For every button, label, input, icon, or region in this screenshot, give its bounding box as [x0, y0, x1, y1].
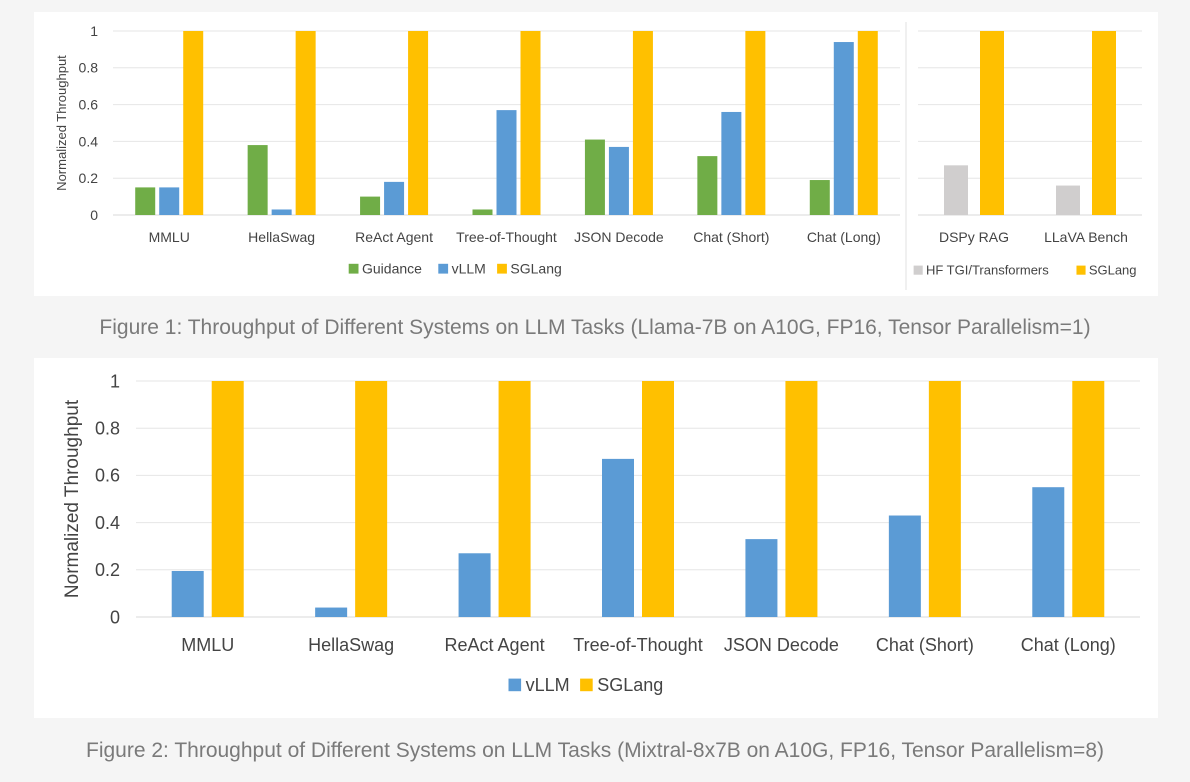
bar-sglang	[498, 381, 531, 617]
bar-sglang	[928, 381, 961, 617]
bar-guidance	[584, 139, 605, 215]
legend-label: vLLM	[526, 675, 570, 695]
bar-sglang	[520, 31, 541, 215]
x-category-label: LLaVA Bench	[1044, 229, 1128, 245]
y-tick-label: 0.4	[79, 133, 99, 149]
bar-sglang	[1092, 31, 1116, 215]
x-category-label: Tree-of-Thought	[573, 635, 702, 655]
x-category-label: JSON Decode	[574, 229, 664, 245]
bar-guidance	[809, 180, 830, 215]
legend-label: vLLM	[452, 261, 486, 277]
y-tick-label: 0.8	[79, 60, 99, 76]
bar-sglang	[857, 31, 878, 215]
legend-swatch	[497, 263, 507, 274]
y-tick-label: 0.6	[95, 466, 120, 486]
bar-vllm	[384, 181, 405, 215]
legend-label: SGLang	[597, 675, 663, 695]
bar-sglang	[1072, 381, 1105, 617]
legend-label: SGLang	[1089, 263, 1137, 278]
y-axis-label: Normalized Throughput	[62, 399, 83, 598]
bar-vllm	[608, 146, 629, 215]
x-category-label: Chat (Short)	[693, 229, 769, 245]
bar-guidance	[360, 196, 381, 215]
bar-guidance	[697, 156, 718, 215]
y-tick-label: 0.2	[95, 560, 120, 580]
y-tick-label: 0.2	[79, 170, 99, 186]
y-tick-label: 0.4	[95, 513, 120, 533]
bar-sglang	[295, 31, 316, 215]
x-category-label: ReAct Agent	[445, 635, 545, 655]
x-category-label: MMLU	[149, 229, 190, 245]
bar-vllm	[888, 515, 921, 617]
bar-sglang	[980, 31, 1004, 215]
bar-vllm	[315, 607, 348, 617]
x-category-label: JSON Decode	[724, 635, 839, 655]
bar-hf-tgi-transformers	[1056, 185, 1080, 215]
y-axis-label: Normalized Throughput	[54, 55, 69, 191]
bar-sglang	[745, 31, 766, 215]
legend-label: Guidance	[362, 261, 422, 277]
bar-vllm	[745, 539, 778, 617]
y-tick-label: 0	[90, 207, 98, 223]
y-tick-label: 0	[110, 607, 120, 627]
bar-vllm	[496, 110, 517, 215]
bar-vllm	[1032, 487, 1065, 617]
bar-vllm	[171, 570, 204, 617]
bar-guidance	[135, 187, 156, 215]
y-tick-label: 1	[110, 371, 120, 391]
legend-label: SGLang	[510, 261, 561, 277]
legend-swatch	[913, 265, 923, 275]
bar-vllm	[159, 187, 180, 215]
y-tick-label: 1	[90, 23, 98, 39]
bar-sglang	[408, 31, 429, 215]
bar-vllm	[602, 458, 634, 617]
legend-swatch	[1076, 265, 1086, 275]
bar-vllm	[271, 209, 292, 215]
y-tick-label: 0.6	[79, 97, 99, 113]
figure2-caption: Figure 2: Throughput of Different System…	[86, 739, 1104, 762]
bar-guidance	[472, 209, 493, 215]
bar-sglang	[183, 31, 204, 215]
x-category-label: Tree-of-Thought	[456, 229, 557, 245]
y-tick-label: 0.8	[95, 419, 120, 439]
bar-sglang	[355, 381, 388, 617]
x-category-label: Chat (Short)	[876, 635, 974, 655]
bar-vllm	[721, 111, 742, 215]
legend-swatch	[438, 263, 449, 274]
bar-hf-tgi-transformers	[944, 165, 968, 215]
bar-vllm	[458, 553, 491, 617]
bar-sglang	[632, 31, 653, 215]
bar-sglang	[642, 381, 674, 617]
x-category-label: HellaSwag	[248, 229, 315, 245]
x-category-label: ReAct Agent	[355, 229, 433, 245]
figure1-caption: Figure 1: Throughput of Different System…	[99, 316, 1091, 339]
x-category-label: HellaSwag	[308, 635, 394, 655]
x-category-label: Chat (Long)	[807, 229, 881, 245]
legend-swatch	[508, 678, 522, 692]
bar-sglang	[211, 381, 244, 617]
x-category-label: Chat (Long)	[1021, 635, 1116, 655]
legend-label: HF TGI/Transformers	[926, 263, 1049, 278]
x-category-label: MMLU	[181, 635, 234, 655]
legend-swatch	[348, 263, 359, 274]
bar-sglang	[785, 381, 818, 617]
bar-vllm	[833, 42, 854, 215]
legend-swatch	[580, 678, 593, 692]
bar-guidance	[247, 145, 268, 215]
x-category-label: DSPy RAG	[939, 229, 1009, 245]
